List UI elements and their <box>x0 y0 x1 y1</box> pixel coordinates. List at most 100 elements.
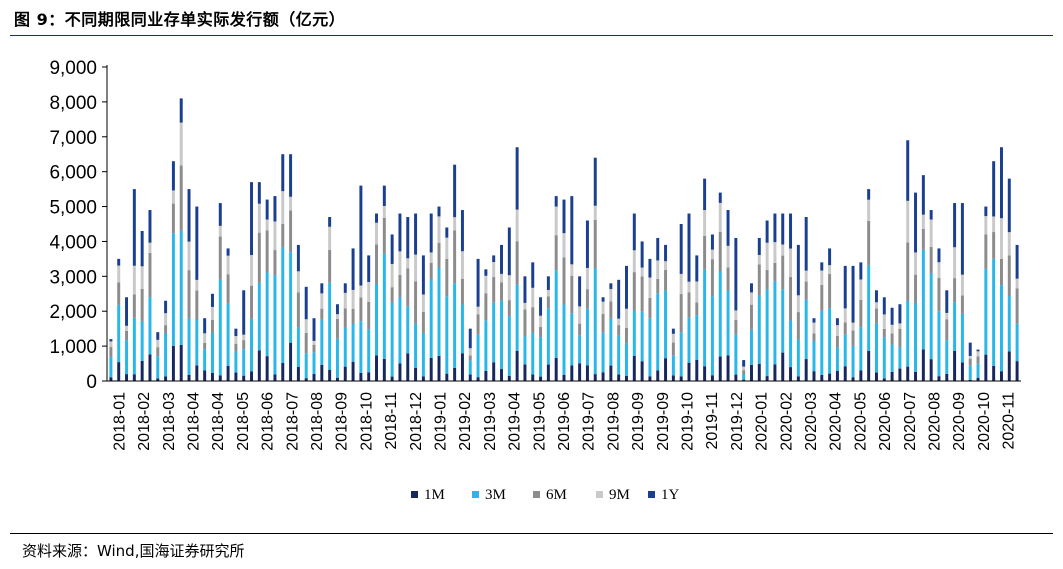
bar-segment-1y <box>437 206 441 217</box>
bar-segment-6m <box>999 258 1003 286</box>
bar-segment-1y <box>468 328 472 349</box>
bar-segment-6m <box>867 220 871 266</box>
bar-segment-1y <box>398 213 402 252</box>
x-tick-label: 2019-12 <box>729 392 746 451</box>
bar-segment-6m <box>523 309 527 337</box>
bar-segment-1y <box>984 206 988 217</box>
bar-segment-3m <box>921 249 925 350</box>
bar-segment-1m <box>171 345 175 381</box>
x-tick-label: 2018-04 <box>186 392 203 451</box>
bar-segment-9m <box>343 292 347 309</box>
bar-segment-1m <box>398 363 402 381</box>
bar-segment-6m <box>726 267 730 291</box>
bar-segment-3m <box>437 267 441 356</box>
bar-segment-9m <box>757 254 761 265</box>
bar-segment-6m <box>554 235 558 271</box>
bar-segment-3m <box>218 279 222 376</box>
bar-segment-1y <box>453 164 457 218</box>
bar-segment-6m <box>585 289 589 309</box>
bar-segment-1m <box>335 377 339 381</box>
bar-segment-1y <box>531 262 535 288</box>
bar-segment-6m <box>968 358 972 366</box>
bar-segment-9m <box>523 302 527 310</box>
x-tick-label: 2018-07 <box>284 392 301 451</box>
bar-segment-1m <box>914 371 918 381</box>
bar-segment-1m <box>437 355 441 381</box>
bar-segment-6m <box>375 244 378 285</box>
bar-segment-1y <box>609 283 613 289</box>
bar-segment-1m <box>414 368 418 381</box>
bar-segment-3m <box>593 268 597 375</box>
bar-segment-6m <box>835 335 839 348</box>
bar-segment-1m <box>843 366 847 381</box>
bar-segment-1m <box>726 355 730 381</box>
bar-segment-6m <box>687 292 691 318</box>
bar-segment-1m <box>406 353 410 381</box>
bar-segment-9m <box>226 255 230 275</box>
bar-segment-1y <box>601 297 605 302</box>
bar-segment-1m <box>179 344 183 381</box>
bar-segment-3m <box>617 335 621 375</box>
x-tick-label: 2019-06 <box>556 392 573 451</box>
x-tick-label: 2018-01 <box>111 392 128 451</box>
bar-segment-9m <box>742 366 746 371</box>
bar-segment-6m <box>335 318 339 339</box>
bar-segment-3m <box>734 334 738 375</box>
bar-segment-9m <box>460 251 464 279</box>
bar-segment-3m <box>187 318 191 375</box>
y-tick-label: 7,000 <box>49 128 97 149</box>
bar-segment-9m <box>937 262 941 278</box>
bar-segment-1m <box>476 377 480 381</box>
bar-segment-1y <box>445 227 449 238</box>
bar-segment-1y <box>898 304 902 324</box>
bar-segment-3m <box>320 319 324 365</box>
bar-segment-1y <box>515 147 519 210</box>
bar-segment-3m <box>179 230 183 345</box>
bar-segment-9m <box>843 308 847 323</box>
bar-segment-3m <box>335 338 339 378</box>
bar-segment-1m <box>468 374 472 381</box>
bar-segment-6m <box>132 294 136 318</box>
bar-segment-9m <box>851 322 855 331</box>
bar-segment-6m <box>320 308 324 320</box>
bar-segment-1m <box>484 370 488 381</box>
x-tick-label: 2019-10 <box>680 392 697 451</box>
bar-segment-9m <box>710 249 714 260</box>
bar-segment-1m <box>742 379 746 381</box>
bar-segment-6m <box>562 257 566 305</box>
bar-segment-1m <box>679 376 683 381</box>
bar-segment-3m <box>914 302 918 372</box>
bar-segment-1y <box>210 293 214 307</box>
bar-segment-6m <box>164 325 168 334</box>
bar-segment-1m <box>132 374 136 381</box>
bar-segment-1y <box>921 175 925 215</box>
bar-segment-1y <box>906 140 910 201</box>
bar-segment-1m <box>773 364 777 381</box>
bar-segment-1m <box>304 378 308 381</box>
bar-segment-9m <box>109 341 113 348</box>
bar-segment-1y <box>593 157 597 206</box>
x-tick-label: 2019-02 <box>457 392 474 451</box>
bar-segment-6m <box>710 259 714 297</box>
bar-segment-9m <box>429 252 433 263</box>
bar-segment-3m <box>289 252 293 343</box>
legend-swatch-1y <box>648 491 655 498</box>
bar-segment-9m <box>320 293 324 309</box>
bar-segment-1m <box>609 365 613 381</box>
bar-segment-9m <box>726 245 730 268</box>
bar-segment-9m <box>476 306 480 315</box>
bar-segment-6m <box>351 308 355 324</box>
bar-segment-6m <box>874 308 878 324</box>
bar-segment-6m <box>460 278 464 305</box>
bar-segment-9m <box>820 270 824 286</box>
bar-segment-6m <box>429 262 433 280</box>
bar-segment-1y <box>820 262 824 271</box>
bar-segment-6m <box>546 296 550 309</box>
bar-segment-9m <box>406 258 410 269</box>
x-tick-label: 2020-08 <box>927 392 944 451</box>
x-tick-label: 2020-04 <box>828 392 845 451</box>
bar-segment-1y <box>304 286 308 320</box>
bar-segment-1m <box>164 376 168 381</box>
bar-segment-1m <box>945 373 949 381</box>
bar-segment-3m <box>929 273 933 360</box>
